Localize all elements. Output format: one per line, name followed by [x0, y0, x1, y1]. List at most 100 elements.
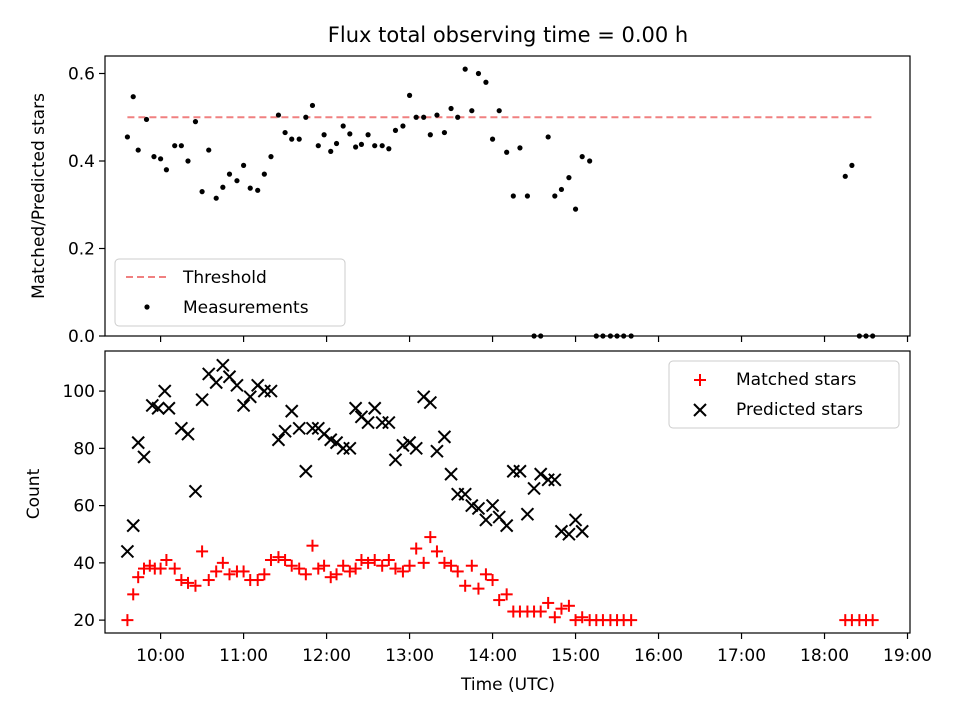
matched-stars-point — [181, 576, 194, 589]
chart-title: Flux total observing time = 0.00 h — [328, 23, 688, 47]
measurement-point — [289, 136, 295, 142]
xtick-label: 13:00 — [385, 646, 434, 666]
xtick-label: 19:00 — [883, 646, 932, 666]
measurement-point — [178, 143, 184, 149]
matched-stars-point — [237, 565, 250, 578]
ratio-ytick-label: 0.4 — [68, 152, 95, 172]
measurement-point — [587, 158, 593, 164]
matched-stars-point — [138, 562, 151, 575]
measurement-point — [261, 171, 267, 177]
measurement-point — [579, 154, 585, 160]
predicted-stars-point — [465, 498, 479, 513]
matched-stars-point — [376, 559, 389, 572]
measurement-point — [275, 112, 282, 118]
predicted-stars-point — [188, 484, 203, 498]
measurement-point — [340, 123, 346, 129]
count-panel: 20 40 60 80 100 10:00 11:00 12:00 13:00 14:00 15:… — [24, 350, 932, 695]
predicted-stars-point — [343, 441, 357, 456]
predicted-stars-point — [437, 430, 452, 444]
matched-stars-point — [424, 531, 437, 544]
matched-stars-point — [479, 568, 492, 581]
matched-stars-point — [202, 574, 215, 587]
count-legend-box — [668, 360, 900, 429]
measurement-point — [309, 102, 316, 109]
measurement-point — [124, 134, 131, 140]
measurement-point — [130, 94, 136, 100]
matched-stars-point — [189, 579, 202, 592]
measurement-point — [400, 123, 406, 129]
xtick-label: 14:00 — [468, 646, 517, 666]
matched-stars-point — [486, 574, 499, 587]
matched-stars-point — [355, 553, 368, 566]
predicted-stars-point — [430, 444, 444, 458]
matched-stars-point — [534, 605, 547, 618]
matched-stars-point — [285, 559, 298, 572]
predicted-stars-point — [120, 544, 135, 559]
xtick-label: 10:00 — [136, 646, 185, 666]
predicted-stars-point — [162, 401, 176, 415]
predicted-stars-point — [533, 467, 548, 481]
x-axis-label: Time (UTC) — [460, 675, 555, 695]
matched-stars-point — [216, 556, 229, 569]
predicted-stars-point — [471, 501, 486, 516]
measurement-point — [185, 158, 191, 164]
measurement-point — [372, 143, 378, 149]
matched-stars-point — [368, 553, 381, 566]
predicted-stars-point — [236, 398, 251, 413]
matched-stars-point — [127, 588, 140, 601]
measurement-point — [413, 114, 419, 120]
measurement-point — [427, 132, 433, 138]
predicted-stars-point — [409, 441, 423, 456]
measurement-point — [226, 171, 233, 177]
measurement-point — [421, 114, 427, 120]
measurement-point — [353, 144, 359, 150]
predicted-stars-point — [151, 401, 165, 415]
measurement-point — [558, 186, 565, 193]
measurement-point — [469, 108, 475, 114]
matched-stars-point — [324, 571, 337, 584]
ratio-axes-frame — [104, 55, 911, 337]
matched-legend-swatch — [694, 374, 706, 386]
matched-stars-point — [866, 614, 879, 627]
predicted-stars-point — [458, 487, 472, 501]
matched-stars-point — [154, 562, 167, 575]
matched-stars-point — [264, 553, 277, 566]
matched-stars-point — [493, 594, 506, 607]
matched-stars-point — [343, 565, 356, 578]
count-marks — [120, 358, 879, 627]
matched-stars-point — [396, 565, 409, 578]
xtick-label: 12:00 — [302, 646, 351, 666]
predicted-stars-point — [382, 415, 396, 430]
predicted-stars-point — [479, 513, 493, 527]
count-axes-frame — [104, 350, 911, 634]
predicted-stars-point — [361, 415, 375, 430]
matched-stars-point — [576, 611, 589, 624]
matched-stars-point — [168, 562, 181, 575]
predicted-stars-point — [271, 433, 286, 447]
matched-stars-point — [382, 553, 395, 566]
measurement-point — [572, 206, 579, 212]
matched-stars-point — [293, 562, 306, 575]
measurement-point — [143, 116, 150, 123]
predicted-stars-point — [278, 424, 292, 438]
predicted-stars-point — [499, 518, 514, 533]
measurement-point — [566, 175, 572, 181]
measurement-point — [545, 134, 551, 140]
matched-stars-point — [562, 599, 575, 612]
predicted-stars-point — [230, 378, 244, 393]
matched-stars-point — [410, 542, 423, 555]
measurement-point — [483, 79, 489, 85]
matched-stars-point — [548, 611, 561, 624]
predicted-stars-point — [485, 498, 500, 513]
ratio-legend: Threshold Measurements — [114, 258, 346, 327]
matched-stars-point — [337, 559, 350, 572]
matched-stars-point — [299, 568, 312, 581]
measurement-point — [220, 184, 226, 190]
measurement-point — [158, 156, 164, 162]
matched-stars-point — [472, 582, 485, 595]
count-legend: Matched stars Predicted stars — [668, 360, 900, 429]
matched-stars-point — [389, 562, 402, 575]
matched-stars-point — [403, 559, 416, 572]
